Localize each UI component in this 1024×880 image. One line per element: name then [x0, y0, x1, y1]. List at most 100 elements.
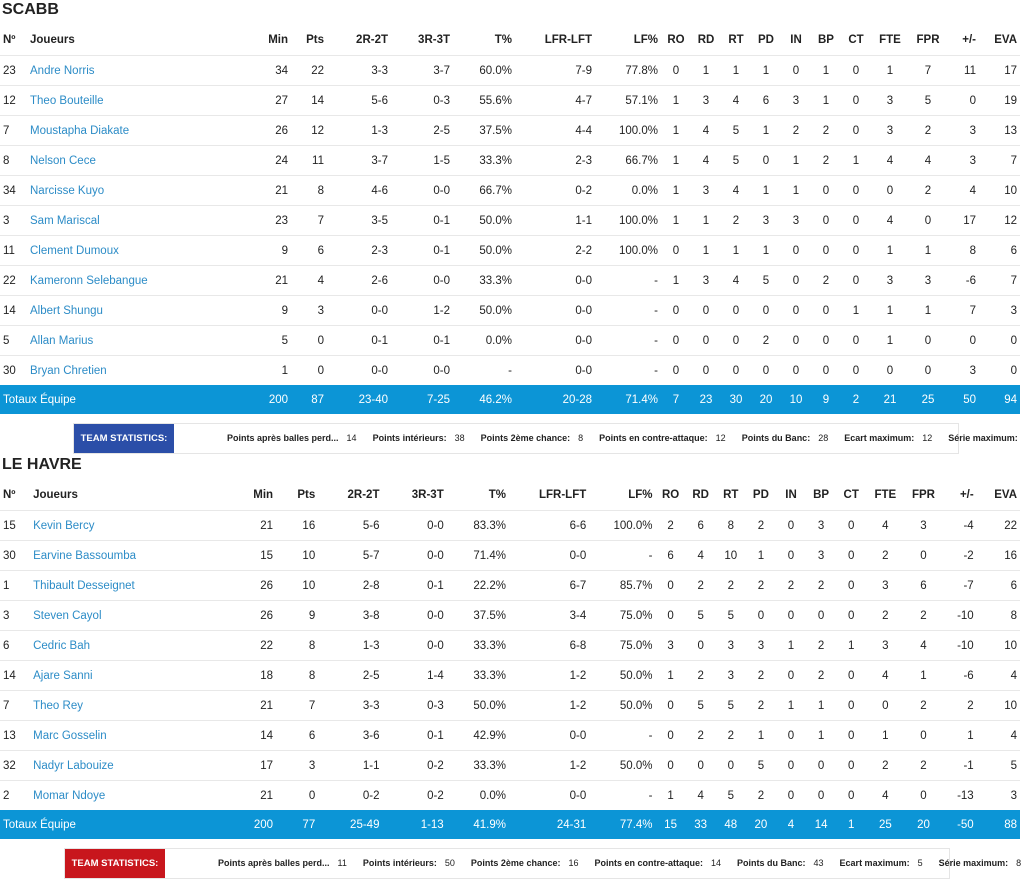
stat-cell: 0 — [655, 750, 686, 781]
stat-cell: 3 — [691, 85, 721, 116]
stat-cell: 10 — [976, 690, 1020, 721]
team-stat-value: 8 — [578, 433, 584, 443]
player-name-link[interactable]: Narcisse Kuyo — [27, 175, 257, 206]
stat-cell: 2 — [751, 325, 781, 356]
stat-cell: 77.8% — [595, 55, 661, 86]
totals-cell: 30 — [721, 385, 751, 414]
stat-cell: 3 — [871, 115, 909, 146]
team-stat-value: 38 — [454, 433, 465, 443]
player-name-link[interactable]: Kameronn Selebangue — [27, 265, 257, 296]
stat-cell: 1 — [811, 85, 841, 116]
stat-cell: 3 — [871, 265, 909, 296]
stat-cell: 0-1 — [382, 570, 447, 601]
stat-cell: 1 — [691, 235, 721, 266]
team-stat-label: Points 2ème chance: — [480, 433, 571, 443]
stat-cell: 1-1 — [515, 205, 595, 236]
stat-cell: 0 — [291, 355, 327, 385]
player-name-link[interactable]: Theo Bouteille — [27, 85, 257, 116]
stat-cell: 10 — [715, 540, 746, 571]
player-name-link[interactable]: Theo Rey — [30, 690, 236, 721]
stat-cell: 11 — [947, 55, 979, 86]
stat-cell: 11 — [291, 145, 327, 176]
stat-cell: 0 — [841, 205, 871, 236]
player-name-link[interactable]: Kevin Bercy — [30, 510, 236, 541]
stat-cell: -4 — [942, 510, 977, 541]
stat-cell: - — [589, 780, 656, 810]
stat-cell: 0 — [291, 325, 327, 356]
stat-cell: 0-2 — [382, 750, 447, 781]
stat-cell: 1 — [691, 55, 721, 86]
stat-cell: 8 — [976, 600, 1020, 631]
stat-cell: 9 — [276, 600, 319, 631]
column-header: CT — [848, 34, 864, 46]
boxscore-table: Nº Joueurs Min Pts 2R-2T 3R-3T T% LFR-LFT LF% RO R… — [0, 25, 1020, 414]
team-stat-item: Points après balles perd... 11 — [218, 849, 347, 878]
player-number: 5 — [0, 325, 27, 356]
stat-cell: 10 — [276, 570, 319, 601]
player-name-link[interactable]: Bryan Chretien — [27, 355, 257, 385]
stat-cell: 0 — [655, 720, 686, 751]
player-name-link[interactable]: Moustapha Diakate — [27, 115, 257, 146]
stat-cell: 1 — [806, 690, 837, 721]
stat-cell: 1 — [871, 325, 909, 356]
stat-cell: 50.0% — [446, 690, 509, 721]
stat-cell: 1 — [661, 85, 691, 116]
player-name-link[interactable]: Clement Dumoux — [27, 235, 257, 266]
stat-cell: 37.5% — [446, 600, 509, 631]
player-number: 22 — [0, 265, 27, 296]
stat-cell: 7 — [291, 205, 327, 236]
stat-cell: 0-3 — [382, 690, 447, 721]
player-name-link[interactable]: Nadyr Labouize — [30, 750, 236, 781]
player-name-link[interactable]: Thibault Desseignet — [30, 570, 236, 601]
player-name-link[interactable]: Sam Mariscal — [27, 205, 257, 236]
stat-cell: 4 — [866, 510, 905, 541]
stat-cell: 4 — [721, 265, 751, 296]
player-name-link[interactable]: Ajare Sanni — [30, 660, 236, 691]
team-stat-label: Série maximum: — [948, 433, 1018, 443]
stat-cell: 0 — [276, 780, 319, 810]
stat-cell: 0 — [655, 570, 686, 601]
column-header: FPR — [916, 34, 940, 46]
team-stat-value: 43 — [813, 858, 824, 868]
stat-cell: 0 — [836, 540, 867, 571]
stat-cell: 6 — [291, 235, 327, 266]
stat-cell: 5 — [751, 265, 781, 296]
stat-cell: 0 — [904, 720, 943, 751]
column-header: BP — [813, 489, 830, 501]
team-totals-row: Totaux Équipe 200 77 25-49 1-13 41.9% 24-31 77.… — [0, 810, 1020, 839]
totals-cell: 24-31 — [508, 810, 590, 839]
stat-cell: 0 — [721, 325, 751, 356]
stat-cell: 5 — [715, 690, 746, 721]
player-name-link[interactable]: Earvine Bassoumba — [30, 540, 236, 571]
stat-cell: 5 — [715, 780, 746, 810]
player-name-link[interactable]: Allan Marius — [27, 325, 257, 356]
player-name-link[interactable]: Steven Cayol — [30, 600, 236, 631]
column-header: IN — [790, 34, 802, 46]
player-row: 12 Theo Bouteille 27 14 5-6 0-3 55.6% 4-7 57.1% 1… — [0, 85, 1020, 116]
stat-cell: 7 — [979, 265, 1020, 296]
stat-cell: 2 — [909, 175, 947, 206]
stat-cell: 2 — [685, 720, 716, 751]
player-name-link[interactable]: Marc Gosselin — [30, 720, 236, 751]
player-name-link[interactable]: Cedric Bah — [30, 630, 236, 661]
stat-cell: 4 — [904, 630, 943, 661]
stat-cell: 4 — [866, 780, 905, 810]
stat-cell: 12 — [291, 115, 327, 146]
stat-cell: 0 — [909, 355, 947, 385]
team-stat-value: 8 — [1016, 858, 1022, 868]
player-name-link[interactable]: Nelson Cece — [27, 145, 257, 176]
column-header: LFR-LFT — [539, 489, 587, 501]
player-row: 30 Bryan Chretien 1 0 0-0 0-0-0-0-0 0 0 0 0 0 0 0 0 3 0 — [0, 355, 1020, 385]
player-name-link[interactable]: Momar Ndoye — [30, 780, 236, 810]
player-name-link[interactable]: Albert Shungu — [27, 295, 257, 326]
player-number: 15 — [0, 510, 31, 541]
team-statistics-items: Points après balles perd... 11 Points inté… — [218, 849, 1024, 878]
stat-cell: 3 — [806, 540, 837, 571]
stat-cell: 17 — [979, 55, 1020, 86]
stat-cell: 3-4 — [508, 600, 590, 631]
stat-cell: 1-4 — [382, 660, 447, 691]
stat-cell: 21 — [235, 780, 277, 810]
player-name-link[interactable]: Andre Norris — [27, 55, 257, 86]
column-header: T% — [494, 34, 512, 46]
stat-cell: -10 — [942, 630, 977, 661]
